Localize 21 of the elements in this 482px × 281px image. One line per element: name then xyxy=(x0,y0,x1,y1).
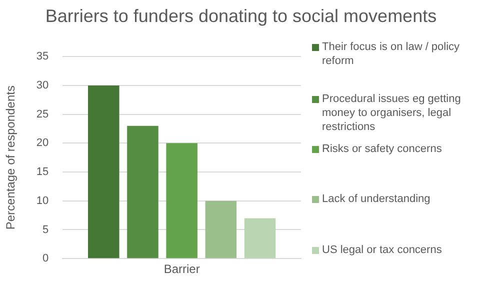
bar xyxy=(166,143,198,258)
x-tick-label: Barrier xyxy=(164,262,200,276)
y-tick-label: 10 xyxy=(36,194,49,207)
chart-title: Barriers to funders donating to social movements xyxy=(44,6,438,27)
legend-label: Risks or safety concerns xyxy=(322,142,442,156)
y-tick-label: 30 xyxy=(36,79,49,92)
bar xyxy=(244,218,276,258)
y-tick-label: 15 xyxy=(36,166,49,178)
legend-label: Lack of understanding xyxy=(322,192,430,206)
y-tick-label: 35 xyxy=(36,50,49,63)
legend-label: Procedural issues eg getting money to organisers, legal restrictions xyxy=(322,92,462,134)
bar xyxy=(127,126,158,258)
y-tick-label: 25 xyxy=(36,108,49,120)
y-axis-title: Percentage of respondents xyxy=(4,86,18,230)
y-tick-label: 0 xyxy=(42,252,49,265)
bar xyxy=(205,200,237,258)
bar xyxy=(88,85,120,258)
y-tick-label: 20 xyxy=(36,137,49,150)
legend-label: Their focus is on law / policy reform xyxy=(322,40,461,68)
legend-label: US legal or tax concerns xyxy=(322,243,442,257)
y-tick-label: 5 xyxy=(42,224,49,236)
